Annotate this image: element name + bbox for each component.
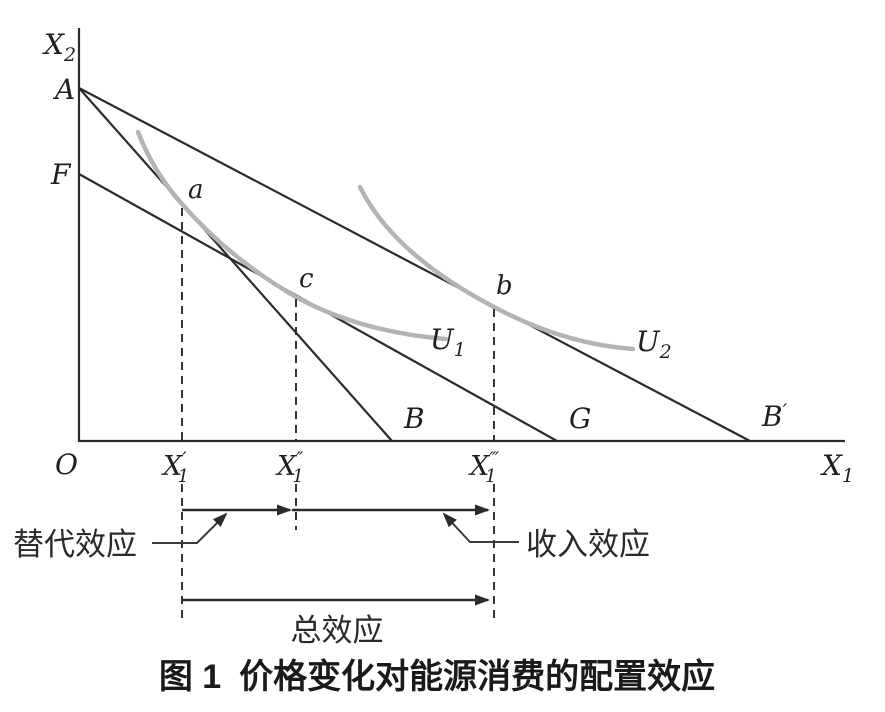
point-A-label: A <box>52 73 75 106</box>
x-axis-label: X1 <box>820 449 854 487</box>
effect-arrows <box>182 504 490 606</box>
figure-caption: 图 1 价格变化对能源消费的配置效应 <box>159 658 715 696</box>
curve-U2-label: U2 <box>636 325 672 363</box>
indifference-curves <box>135 129 636 352</box>
origin-label: O <box>55 448 78 481</box>
point-B-prime-label: B′ <box>761 399 788 433</box>
tangent-point-c-label: c <box>299 264 314 294</box>
point-G-label: G <box>569 402 591 435</box>
budget-line-AB-prime <box>78 87 751 442</box>
point-B-label: B <box>403 402 425 435</box>
indifference-curve-U1 <box>135 129 449 342</box>
total-effect-label: 总效应 <box>291 613 384 648</box>
indifference-curve-U2 <box>357 184 636 352</box>
tick-x1-prime-label: X′ 1 <box>161 448 189 487</box>
curve-U1-label: U1 <box>430 323 466 361</box>
budget-line-AB <box>78 87 393 442</box>
tangent-point-a-label: a <box>188 175 204 205</box>
income-effect-label: 收入效应 <box>526 527 650 562</box>
callout-leaders <box>152 512 519 544</box>
tick-x1-double-prime-label: X″ 1 <box>275 448 304 487</box>
substitution-callout-leader <box>152 512 228 544</box>
y-axis-label: X2 <box>42 28 76 66</box>
point-F-label: F <box>50 158 72 191</box>
budget-lines <box>78 87 751 442</box>
tangent-point-b-label: b <box>496 271 513 301</box>
substitution-effect-label: 替代效应 <box>13 527 137 562</box>
axes <box>77 28 845 443</box>
droplines <box>181 208 495 619</box>
income-callout-leader <box>442 512 519 543</box>
tick-x1-triple-prime-label: X‴ 1 <box>468 448 499 487</box>
